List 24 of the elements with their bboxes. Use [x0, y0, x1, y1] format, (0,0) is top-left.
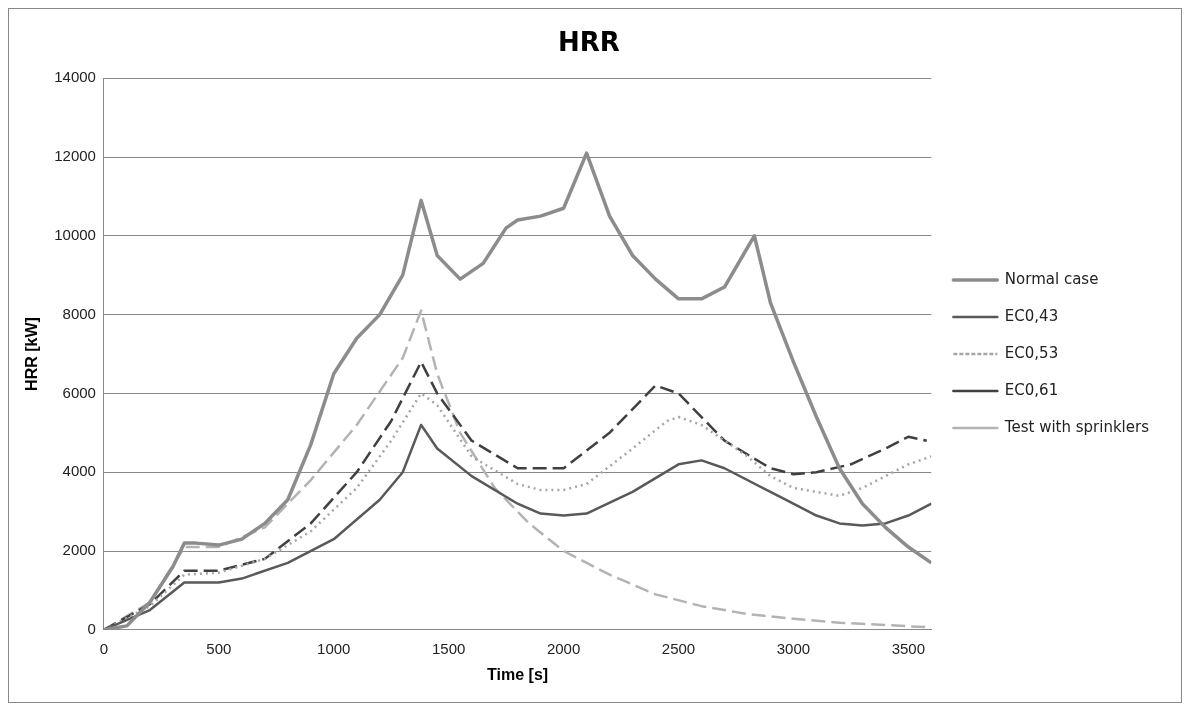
chart-title: HRR — [558, 27, 620, 58]
y-tick-label: 6000 — [62, 383, 96, 401]
x-tick-label: 2500 — [661, 639, 696, 657]
y-tick-label: 8000 — [62, 304, 96, 322]
x-tick-label: 1500 — [431, 639, 466, 657]
y-axis-title: HRR [kW] — [23, 317, 41, 391]
x-tick-label: 1000 — [317, 639, 351, 657]
x-tick-label: 2000 — [546, 639, 581, 657]
y-tick-label: 4000 — [62, 462, 96, 480]
x-tick-label: 0 — [99, 639, 109, 657]
y-tick-label: 0 — [87, 619, 96, 637]
y-tick-label: 10000 — [54, 225, 96, 243]
legend-label: EC0,43 — [1004, 306, 1059, 325]
legend-label: EC0,61 — [1004, 380, 1059, 399]
legend-label: EC0,53 — [1004, 343, 1059, 362]
legend-label: Test with sprinklers — [1003, 417, 1150, 436]
x-axis-title: Time [s] — [487, 665, 549, 683]
x-tick-label: 3000 — [776, 639, 811, 657]
y-tick-label: 14000 — [54, 68, 96, 86]
y-tick-label: 12000 — [54, 147, 96, 165]
y-tick-label: 2000 — [62, 541, 96, 559]
x-tick-label: 500 — [206, 639, 232, 657]
x-tick-label: 3500 — [891, 639, 926, 657]
legend-label: Normal case — [1004, 269, 1099, 288]
